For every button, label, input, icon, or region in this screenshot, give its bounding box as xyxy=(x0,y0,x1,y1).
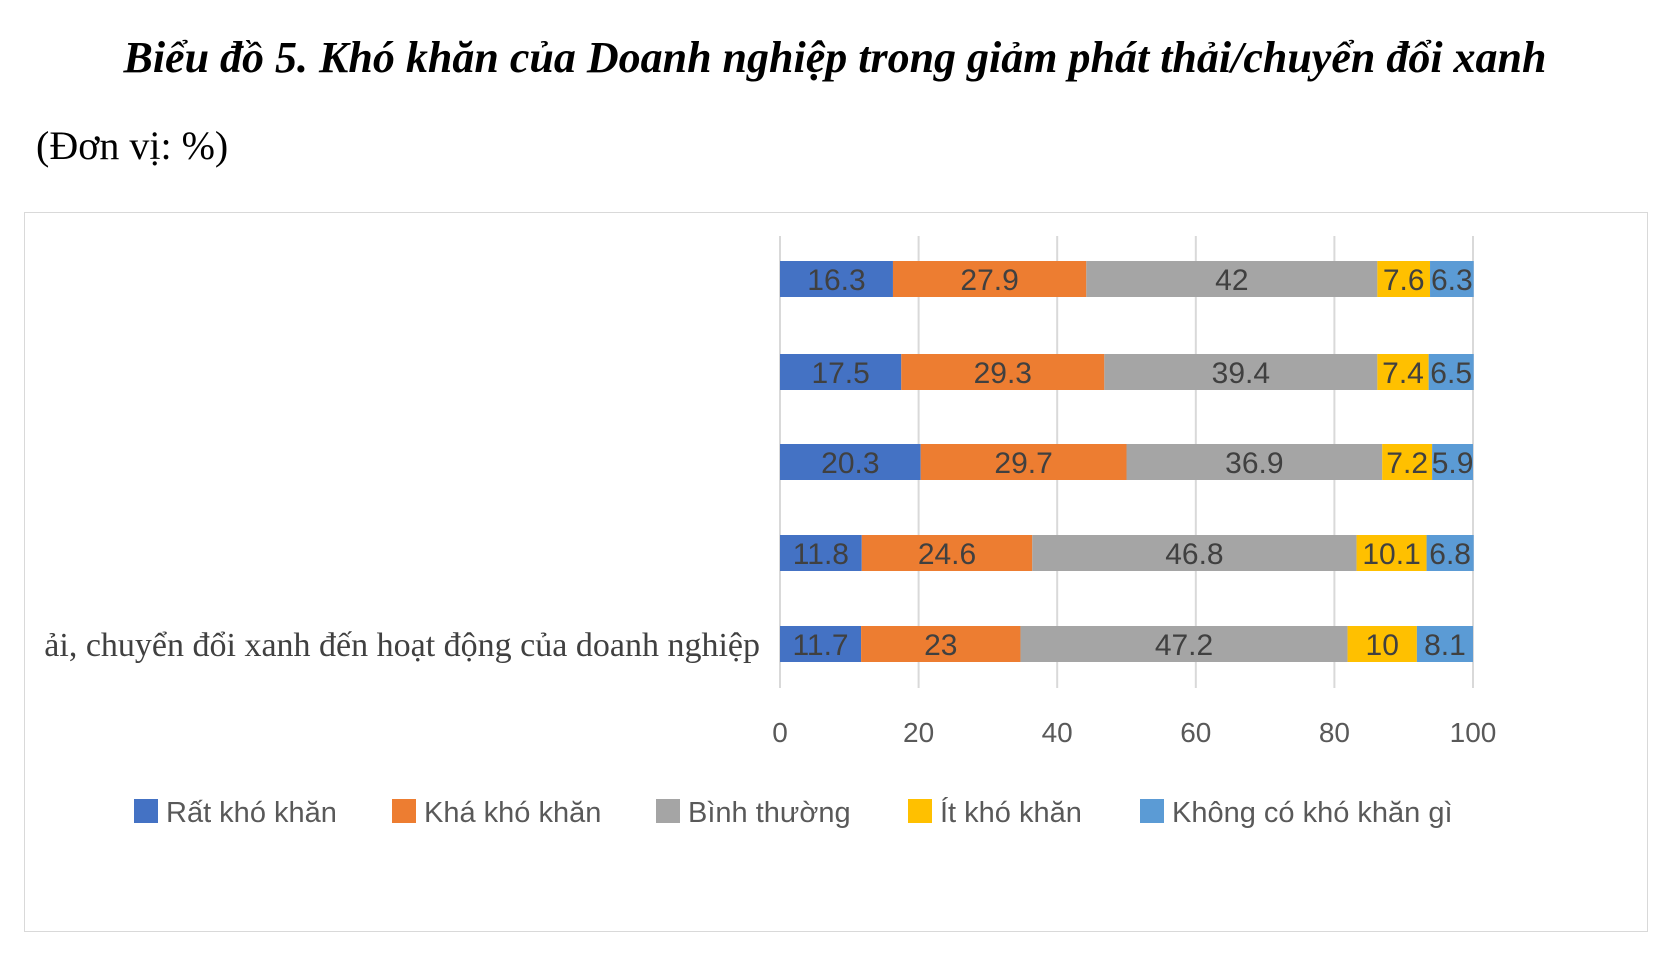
bars-group: 16.3 27.9 42 7.6 6.3 17.5 29.3 39.4 7.4 6.5 20.3 29… xyxy=(780,261,1474,662)
data-label: 23 xyxy=(924,629,957,662)
data-label: 5.9 xyxy=(1432,447,1474,480)
chart-title: Biểu đồ 5. Khó khăn của Doanh nghiệp tro… xyxy=(123,33,1547,82)
data-label: 7.2 xyxy=(1386,447,1428,480)
bar-segment xyxy=(1086,261,1378,297)
legend-label: Rất khó khăn xyxy=(166,797,337,829)
x-tick-label: 80 xyxy=(1319,717,1350,748)
bar-segment xyxy=(780,261,893,297)
x-tick-label: 0 xyxy=(772,717,788,748)
data-label: 29.7 xyxy=(994,447,1052,480)
bar-segment xyxy=(1426,535,1474,571)
bar-segment xyxy=(1428,354,1474,390)
x-tick-label: 40 xyxy=(1042,717,1073,748)
legend-swatch xyxy=(908,799,932,823)
data-label: 10 xyxy=(1366,629,1399,662)
x-axis-ticks: 0 20 40 60 80 100 xyxy=(772,717,1496,748)
bar-segment xyxy=(1347,626,1417,662)
legend-swatch xyxy=(392,799,416,823)
data-label: 39.4 xyxy=(1212,357,1270,390)
bar-segment xyxy=(1126,444,1383,480)
x-tick-label: 100 xyxy=(1450,717,1497,748)
data-label: 17.5 xyxy=(811,357,869,390)
data-label: 6.3 xyxy=(1431,264,1473,297)
bar-segment xyxy=(901,354,1105,390)
data-label: 36.9 xyxy=(1225,447,1283,480)
legend-label: Ít khó khăn xyxy=(940,796,1082,829)
data-label: 27.9 xyxy=(960,264,1018,297)
bar-segment xyxy=(780,444,921,480)
data-label: 42 xyxy=(1215,264,1248,297)
data-label: 11.7 xyxy=(792,629,848,662)
bar-segment xyxy=(1382,444,1433,480)
data-label: 47.2 xyxy=(1155,629,1213,662)
bar-segment xyxy=(780,626,862,662)
data-label: 20.3 xyxy=(821,447,879,480)
bar-segment xyxy=(920,444,1127,480)
data-label: 8.1 xyxy=(1424,629,1466,662)
bar-segment xyxy=(1032,535,1357,571)
data-label: 11.8 xyxy=(793,538,849,571)
unit-label: (Đơn vị: %) xyxy=(36,123,229,168)
data-label: 10.1 xyxy=(1362,538,1420,571)
bar-segment xyxy=(1377,354,1429,390)
legend-label: Bình thường xyxy=(688,797,851,829)
bar-segment xyxy=(892,261,1087,297)
category-label: ải, chuyển đổi xanh đến hoạt động của do… xyxy=(44,627,760,664)
legend-swatch xyxy=(1140,799,1164,823)
chart-area xyxy=(24,212,1648,932)
data-label: 6.8 xyxy=(1429,538,1471,571)
data-label: 16.3 xyxy=(807,264,865,297)
data-label: 24.6 xyxy=(918,538,976,571)
data-label: 46.8 xyxy=(1165,538,1223,571)
legend-label: Không có khó khăn gì xyxy=(1172,797,1453,829)
bar-segment xyxy=(1356,535,1427,571)
data-label: 7.6 xyxy=(1383,264,1425,297)
bar-segment xyxy=(780,535,862,571)
data-label: 7.4 xyxy=(1382,357,1424,390)
category-labels: ải, chuyển đổi xanh đến hoạt động của do… xyxy=(44,627,760,664)
bar-segment xyxy=(1416,626,1473,662)
x-tick-label: 20 xyxy=(903,717,934,748)
legend: Rất khó khăn Khá khó khăn Bình thường Ít kh… xyxy=(134,796,1453,829)
x-tick-label: 60 xyxy=(1180,717,1211,748)
legend-swatch xyxy=(656,799,680,823)
bar-segment xyxy=(1104,354,1378,390)
data-label: 6.5 xyxy=(1430,357,1472,390)
bar-segment xyxy=(861,535,1033,571)
bar-segment xyxy=(1430,261,1474,297)
bar-segment xyxy=(1020,626,1348,662)
bar-segment xyxy=(780,354,902,390)
data-label: 29.3 xyxy=(974,357,1032,390)
legend-swatch xyxy=(134,799,158,823)
bar-segment xyxy=(1432,444,1473,480)
legend-label: Khá khó khăn xyxy=(424,797,601,829)
bar-segment xyxy=(1377,261,1431,297)
bar-segment xyxy=(861,626,1021,662)
